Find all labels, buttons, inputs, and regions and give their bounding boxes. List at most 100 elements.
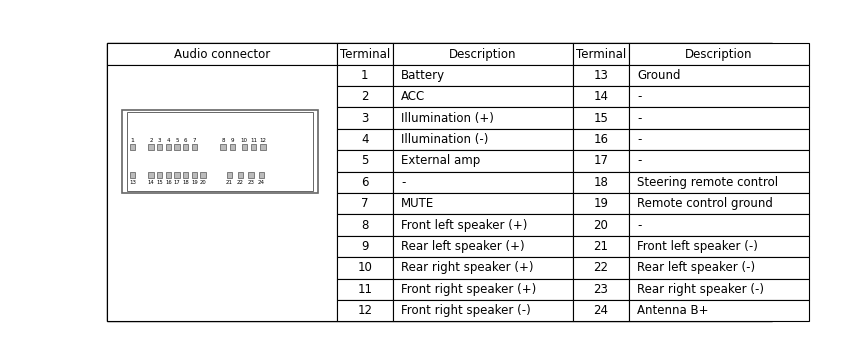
Bar	[107, 65, 336, 321]
Text: 22: 22	[237, 179, 244, 184]
Text: Description: Description	[450, 48, 517, 61]
Text: 9: 9	[231, 138, 234, 143]
Bar	[174, 172, 179, 178]
Bar	[260, 144, 265, 150]
Text: 1: 1	[361, 69, 369, 82]
Text: 7: 7	[361, 197, 369, 210]
Text: 11: 11	[358, 283, 372, 296]
Text: Ground: Ground	[637, 69, 680, 82]
Bar	[393, 43, 573, 65]
Bar	[336, 150, 393, 171]
Bar	[572, 150, 629, 171]
Bar	[336, 171, 393, 193]
Bar	[393, 171, 573, 193]
Text: 13: 13	[594, 69, 608, 82]
Text: Steering remote control: Steering remote control	[637, 176, 778, 189]
Text: MUTE: MUTE	[402, 197, 434, 210]
Text: Antenna B+: Antenna B+	[637, 304, 709, 317]
Text: Front left speaker (+): Front left speaker (+)	[402, 218, 528, 231]
Bar	[221, 144, 226, 150]
Text: Illumination (-): Illumination (-)	[402, 133, 488, 146]
Bar	[107, 43, 336, 65]
Text: 17: 17	[173, 179, 180, 184]
Bar	[130, 172, 136, 178]
Text: 16: 16	[594, 133, 608, 146]
Text: 21: 21	[227, 179, 233, 184]
Text: External amp: External amp	[402, 155, 480, 168]
Bar	[629, 129, 809, 150]
Text: 21: 21	[594, 240, 608, 253]
Bar	[629, 43, 809, 65]
Text: 23: 23	[594, 283, 608, 296]
Bar	[157, 172, 162, 178]
Text: 6: 6	[361, 176, 369, 189]
Bar	[336, 214, 393, 236]
Bar	[336, 300, 393, 321]
Text: Illumination (+): Illumination (+)	[402, 112, 494, 125]
Text: 15: 15	[156, 179, 163, 184]
Bar	[242, 144, 247, 150]
Bar	[629, 193, 809, 214]
Text: 6: 6	[184, 138, 187, 143]
Text: 5: 5	[175, 138, 178, 143]
Text: 17: 17	[594, 155, 608, 168]
Bar	[393, 300, 573, 321]
Bar	[191, 172, 197, 178]
Bar	[629, 279, 809, 300]
Text: Audio connector: Audio connector	[174, 48, 270, 61]
Text: 15: 15	[594, 112, 608, 125]
Text: Rear right speaker (-): Rear right speaker (-)	[637, 283, 764, 296]
Text: Front right speaker (-): Front right speaker (-)	[402, 304, 531, 317]
Text: 5: 5	[361, 155, 369, 168]
Bar	[336, 129, 393, 150]
Text: 3: 3	[361, 112, 369, 125]
Bar	[393, 279, 573, 300]
Bar	[127, 112, 312, 191]
Text: -: -	[637, 133, 642, 146]
Text: 11: 11	[250, 138, 257, 143]
Bar	[629, 300, 809, 321]
Text: Description: Description	[686, 48, 752, 61]
Text: -: -	[637, 218, 642, 231]
Bar	[336, 65, 393, 86]
Text: 18: 18	[183, 179, 189, 184]
Bar	[393, 86, 573, 108]
Bar	[629, 108, 809, 129]
Bar	[572, 86, 629, 108]
Text: 7: 7	[192, 138, 196, 143]
Text: 18: 18	[594, 176, 608, 189]
Bar	[572, 193, 629, 214]
Bar	[248, 172, 254, 178]
Bar	[393, 150, 573, 171]
Bar	[629, 214, 809, 236]
Text: 3: 3	[158, 138, 161, 143]
Bar	[336, 86, 393, 108]
Text: Front right speaker (+): Front right speaker (+)	[402, 283, 536, 296]
Text: 24: 24	[258, 179, 265, 184]
Text: Terminal: Terminal	[576, 48, 626, 61]
Bar	[393, 257, 573, 279]
Text: -: -	[637, 155, 642, 168]
Bar	[259, 172, 264, 178]
Bar	[251, 144, 257, 150]
Text: 9: 9	[361, 240, 369, 253]
Text: 2: 2	[149, 138, 153, 143]
Text: -: -	[402, 176, 406, 189]
Text: 10: 10	[241, 138, 248, 143]
Text: 22: 22	[594, 261, 608, 274]
Text: 1: 1	[130, 138, 135, 143]
Bar	[572, 300, 629, 321]
Text: 20: 20	[200, 179, 207, 184]
Bar	[166, 172, 171, 178]
Bar	[629, 65, 809, 86]
Text: 2: 2	[361, 90, 369, 103]
Text: Rear left speaker (+): Rear left speaker (+)	[402, 240, 525, 253]
Bar	[629, 257, 809, 279]
Text: Rear left speaker (-): Rear left speaker (-)	[637, 261, 755, 274]
Bar	[336, 257, 393, 279]
Text: Battery: Battery	[402, 69, 445, 82]
Bar	[230, 144, 235, 150]
Text: Rear right speaker (+): Rear right speaker (+)	[402, 261, 534, 274]
Bar	[148, 172, 154, 178]
Bar	[629, 236, 809, 257]
